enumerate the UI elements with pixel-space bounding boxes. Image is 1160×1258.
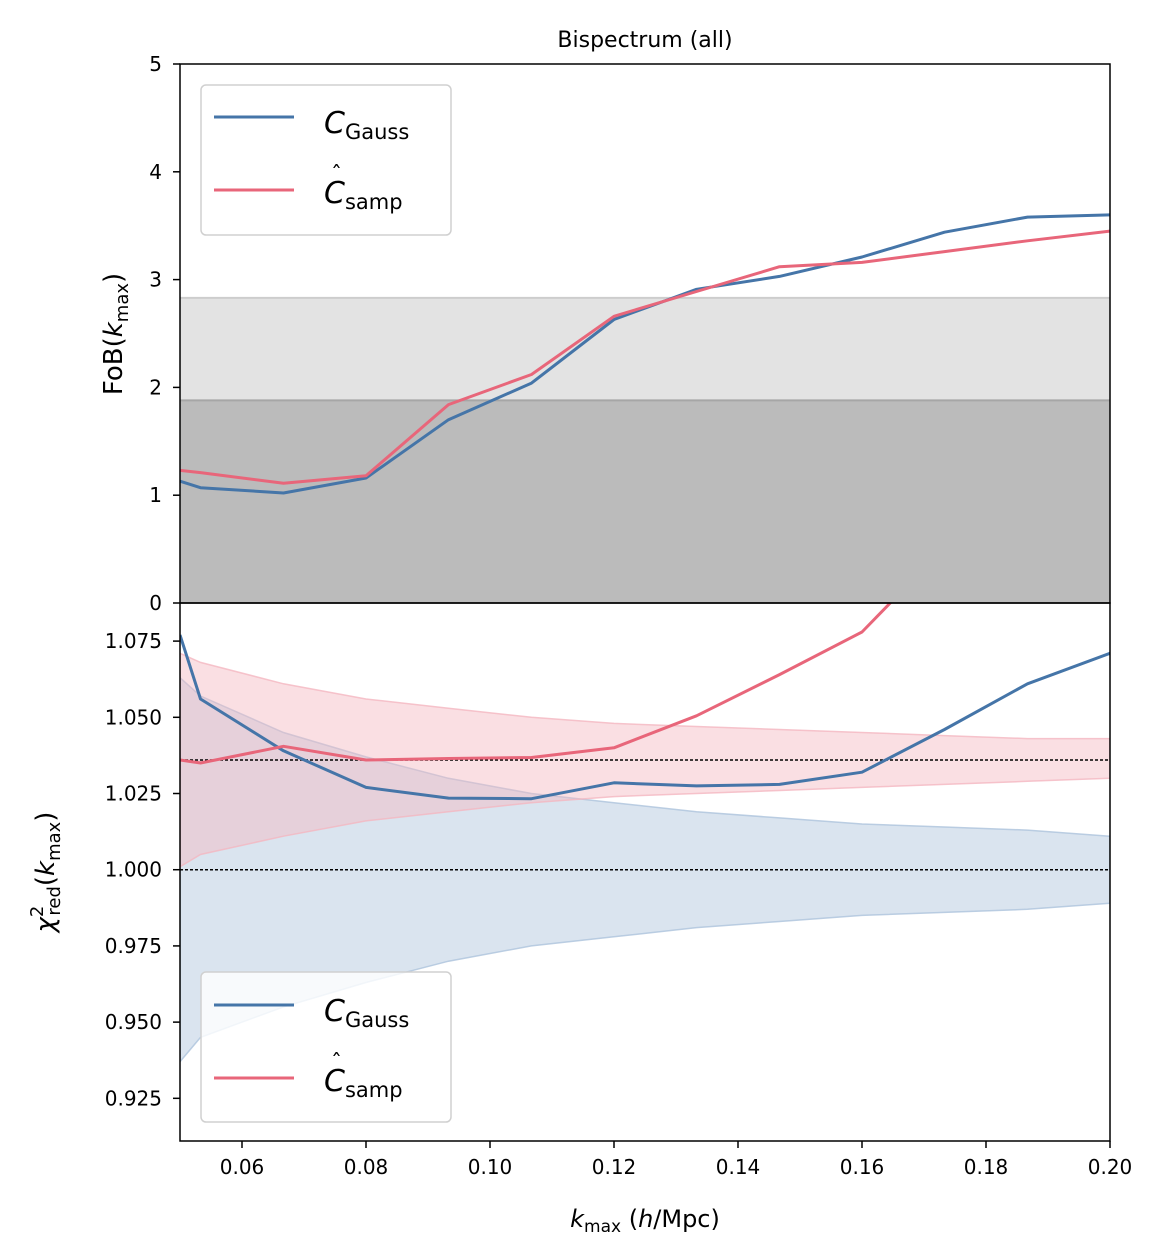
x-tick-label: 0.06 <box>220 1155 265 1179</box>
top-y-tick-label: 0 <box>149 591 162 615</box>
bottom-y-tick-label: 0.925 <box>105 1086 162 1110</box>
top-y-tick-label: 2 <box>149 375 162 399</box>
x-tick-label: 0.10 <box>468 1155 513 1179</box>
top-panel-y-axis: 0 1 2 3 4 5 <box>149 52 180 615</box>
top-panel-lines <box>180 213 1110 495</box>
top-legend: CGauss Csamp ˆ <box>200 84 452 236</box>
bottom-panel-lines <box>180 603 1110 801</box>
top-y-tick-label: 3 <box>149 268 162 292</box>
bottom-y-axis-label: χ2red(kmax) <box>27 812 65 935</box>
bottom-legend-box <box>200 971 452 1123</box>
top-y-tick-label: 5 <box>149 52 162 76</box>
top-y-axis-label: FoB(kmax) <box>99 273 133 395</box>
bottom-panel-x-axis: 0.06 0.08 0.10 0.12 0.14 0.16 0.18 0.20 <box>220 1141 1133 1179</box>
bottom-y-tick-label: 1.025 <box>105 782 162 806</box>
top-y-tick-label: 4 <box>149 160 162 184</box>
bottom-y-tick-label: 0.975 <box>105 934 162 958</box>
bottom-y-tick-label: 1.050 <box>105 705 162 729</box>
legend-hat-c-samp-bottom: ˆ <box>331 1051 342 1076</box>
bottom-series-line-c-gauss <box>180 634 1110 801</box>
legend-label-c-samp: Csamp <box>324 176 403 214</box>
light-gray-band <box>180 297 1110 401</box>
x-tick-label: 0.16 <box>840 1155 885 1179</box>
legend-hat-c-samp: ˆ <box>331 163 342 188</box>
x-tick-label: 0.18 <box>964 1155 1009 1179</box>
bottom-panel-y-axis: 0.925 0.950 0.975 1.000 1.025 1.050 1.075 <box>105 629 180 1110</box>
x-tick-label: 0.20 <box>1088 1155 1133 1179</box>
top-legend-box <box>200 84 452 236</box>
x-tick-label: 0.14 <box>716 1155 761 1179</box>
x-tick-label: 0.08 <box>344 1155 389 1179</box>
top-y-tick-label: 1 <box>149 483 162 507</box>
bottom-y-tick-label: 1.000 <box>105 858 162 882</box>
legend-label-c-gauss-bottom: CGauss <box>324 994 409 1032</box>
top-series-line-c-gauss <box>180 213 1110 495</box>
top-series-line-c-samp-hat <box>180 229 1110 485</box>
dark-gray-band <box>180 400 1110 603</box>
chart-title: Bispectrum (all) <box>557 28 732 53</box>
x-tick-label: 0.12 <box>592 1155 637 1179</box>
legend-label-c-samp-bottom: Csamp <box>324 1064 403 1102</box>
top-panel-bands <box>180 296 1110 603</box>
bottom-series-line-c-samp-hat <box>180 603 893 765</box>
bottom-legend: CGauss Csamp ˆ <box>200 971 452 1123</box>
bottom-panel-frame <box>179 602 1111 1142</box>
bottom-panel-reference-lines <box>180 759 1110 871</box>
bottom-y-tick-label: 0.950 <box>105 1010 162 1034</box>
bottom-y-tick-label: 1.075 <box>105 629 162 653</box>
legend-label-c-gauss: CGauss <box>324 106 409 144</box>
x-axis-label: kmax (h/Mpc) <box>570 1205 720 1237</box>
